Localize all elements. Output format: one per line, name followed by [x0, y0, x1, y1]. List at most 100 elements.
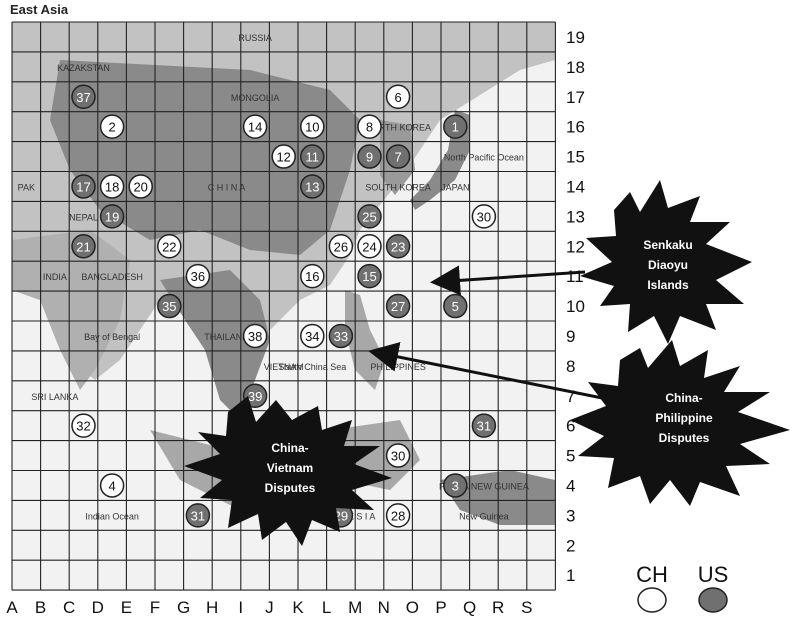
column-label-A: A: [6, 598, 18, 617]
map-label-china: C H I N A: [208, 182, 246, 192]
map-label-philippines: PHILIPPINES: [370, 362, 426, 372]
column-label-I: I: [238, 598, 243, 617]
marker-label-3: 3: [452, 478, 459, 493]
callout-china-philippine-line-3: Disputes: [659, 431, 710, 445]
marker-label-34: 34: [305, 329, 319, 344]
marker-ch-8: [357, 114, 382, 139]
map-label-india: INDIA: [43, 272, 67, 282]
row-label-15: 15: [566, 148, 585, 167]
map-label-papua: PAPUA NEW GUINEA: [439, 481, 529, 491]
marker-label-8: 8: [366, 120, 373, 135]
map-label-south-china-sea: South China Sea: [278, 362, 346, 372]
marker-ch-4: [99, 473, 125, 498]
row-label-6: 6: [566, 417, 575, 436]
callout-china-philippine: China- Philippine Disputes: [368, 340, 790, 506]
callout-senkaku-line-3: Islands: [647, 278, 689, 292]
marker-label-7: 7: [394, 150, 401, 165]
marker-ch-30: [471, 204, 497, 229]
callout-senkaku-line-1: Senkaku: [643, 238, 692, 252]
column-label-M: M: [348, 598, 362, 617]
marker-label-1: 1: [452, 120, 459, 135]
row-label-12: 12: [566, 237, 585, 256]
callout-china-vietnam: China- Vietnam Disputes: [184, 396, 392, 546]
legend-us-label: US: [698, 562, 729, 587]
column-label-B: B: [35, 598, 46, 617]
marker-us-19: [99, 204, 125, 229]
marker-ch-6: [385, 84, 411, 109]
marker-label-12: 12: [276, 150, 290, 165]
map-label-kazakstan: KAZAKSTAN: [57, 63, 110, 73]
map-title: East Asia: [10, 2, 69, 17]
marker-us-11: [300, 144, 325, 169]
map-label-bangladesh: BANGLADESH: [81, 272, 143, 282]
column-label-N: N: [378, 598, 390, 617]
callout-china-vietnam-line-1: China-: [271, 441, 308, 455]
marker-us-25: [357, 204, 382, 229]
row-label-9: 9: [566, 327, 575, 346]
marker-label-31: 31: [191, 508, 205, 523]
marker-us-7: [385, 144, 411, 169]
row-label-13: 13: [566, 207, 585, 226]
marker-ch-20: [128, 174, 153, 199]
marker-label-37: 37: [76, 90, 90, 105]
map-label-russia: RUSSIA: [238, 33, 272, 43]
marker-label-31: 31: [477, 419, 491, 434]
column-label-D: D: [92, 598, 104, 617]
column-label-K: K: [292, 598, 304, 617]
column-label-F: F: [150, 598, 160, 617]
row-label-16: 16: [566, 118, 585, 137]
marker-label-22: 22: [162, 239, 176, 254]
marker-label-36: 36: [191, 269, 205, 284]
marker-label-13: 13: [305, 179, 319, 194]
column-label-G: G: [177, 598, 190, 617]
marker-us-37: [71, 84, 96, 109]
marker-us-15: [357, 263, 382, 289]
column-label-Q: Q: [463, 598, 476, 617]
row-label-3: 3: [566, 506, 575, 525]
marker-label-20: 20: [133, 179, 147, 194]
marker-label-10: 10: [305, 120, 319, 135]
marker-ch-2: [99, 114, 125, 139]
marker-label-19: 19: [105, 209, 119, 224]
callout-china-philippine-arrow: [368, 342, 613, 402]
map-label-pak: PAK: [18, 182, 35, 192]
column-label-J: J: [265, 598, 274, 617]
marker-label-33: 33: [334, 329, 348, 344]
legend-us-swatch: [698, 587, 728, 613]
column-label-S: S: [521, 598, 532, 617]
row-label-4: 4: [566, 476, 575, 495]
legend-ch-label: CH: [636, 562, 668, 587]
marker-label-27: 27: [391, 299, 405, 314]
marker-label-30: 30: [391, 449, 405, 464]
marker-us-31: [471, 413, 497, 438]
map-label-vietnam: VIETNAM: [264, 362, 304, 372]
marker-ch-18: [99, 174, 125, 199]
column-label-R: R: [492, 598, 504, 617]
marker-ch-32: [71, 413, 96, 438]
row-label-18: 18: [566, 58, 585, 77]
marker-label-2: 2: [108, 120, 115, 135]
column-label-P: P: [435, 598, 446, 617]
row-label-11: 11: [566, 267, 584, 286]
marker-us-3: [443, 473, 468, 498]
row-label-10: 10: [566, 297, 585, 316]
landmass-china-highland: [50, 60, 360, 255]
marker-ch-10: [300, 114, 325, 139]
column-label-O: O: [406, 598, 419, 617]
column-label-E: E: [121, 598, 132, 617]
marker-ch-12: [271, 144, 296, 169]
marker-us-1: [443, 114, 468, 139]
marker-label-26: 26: [334, 239, 348, 254]
marker-label-30: 30: [477, 209, 491, 224]
marker-label-4: 4: [108, 478, 115, 493]
marker-label-14: 14: [248, 120, 262, 135]
marker-label-5: 5: [452, 299, 459, 314]
marker-us-13: [300, 174, 325, 199]
row-label-2: 2: [566, 536, 575, 555]
marker-label-6: 6: [394, 90, 401, 105]
marker-label-25: 25: [362, 209, 376, 224]
row-label-14: 14: [566, 177, 585, 196]
map-label-mongolia: MONGOLIA: [231, 93, 280, 103]
marker-label-9: 9: [366, 150, 373, 165]
